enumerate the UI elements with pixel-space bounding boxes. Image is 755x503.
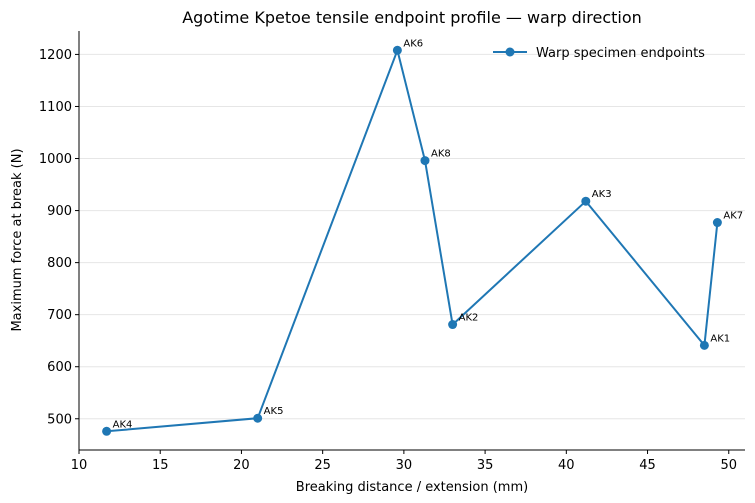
x-tick-label: 35 xyxy=(477,458,494,473)
x-tick-label: 20 xyxy=(233,458,250,473)
y-tick-label: 1000 xyxy=(39,152,72,167)
x-ticks: 10 15 20 25 30 35 40 45 50 xyxy=(71,450,737,473)
y-tick-label: 900 xyxy=(47,204,72,219)
point-label: AK3 xyxy=(592,189,612,200)
data-point xyxy=(699,340,709,350)
legend: Warp specimen endpoints xyxy=(493,46,705,61)
point-label: AK8 xyxy=(431,149,451,160)
y-tick-label: 500 xyxy=(47,412,72,427)
data-point xyxy=(392,45,402,55)
y-axis-label: Maximum force at break (N) xyxy=(10,148,25,331)
y-tick-label: 700 xyxy=(47,308,72,323)
series: AK4 AK5 AK6 AK8 AK2 AK3 AK1 AK7 xyxy=(102,38,743,436)
point-label: AK6 xyxy=(403,38,423,49)
data-point xyxy=(420,156,430,166)
y-ticks: 500 600 700 800 900 1000 1100 1200 xyxy=(39,48,79,427)
x-tick-label: 50 xyxy=(720,458,737,473)
data-point xyxy=(581,196,591,206)
x-tick-label: 15 xyxy=(152,458,169,473)
series-line xyxy=(106,49,719,433)
grid xyxy=(79,53,745,420)
x-tick-label: 10 xyxy=(71,458,88,473)
x-axis-label: Breaking distance / extension (mm) xyxy=(296,480,528,495)
data-point xyxy=(448,320,458,330)
point-label: AK2 xyxy=(459,313,479,324)
x-tick-label: 40 xyxy=(558,458,575,473)
legend-label: Warp specimen endpoints xyxy=(536,46,705,61)
y-tick-label: 1200 xyxy=(39,48,72,63)
point-label: AK1 xyxy=(710,333,730,344)
point-label: AK7 xyxy=(723,211,743,222)
chart-title: Agotime Kpetoe tensile endpoint profile … xyxy=(182,8,642,27)
point-label: AK4 xyxy=(113,419,133,430)
data-point xyxy=(712,218,722,228)
data-point xyxy=(102,426,112,436)
y-tick-label: 800 xyxy=(47,256,72,271)
x-tick-label: 25 xyxy=(314,458,331,473)
legend-marker xyxy=(505,47,515,57)
y-tick-label: 1100 xyxy=(39,100,72,115)
x-tick-label: 30 xyxy=(396,458,413,473)
data-point xyxy=(253,413,263,423)
point-label: AK5 xyxy=(264,406,284,417)
axes xyxy=(78,31,745,451)
y-tick-label: 600 xyxy=(47,360,72,375)
x-tick-label: 45 xyxy=(639,458,656,473)
